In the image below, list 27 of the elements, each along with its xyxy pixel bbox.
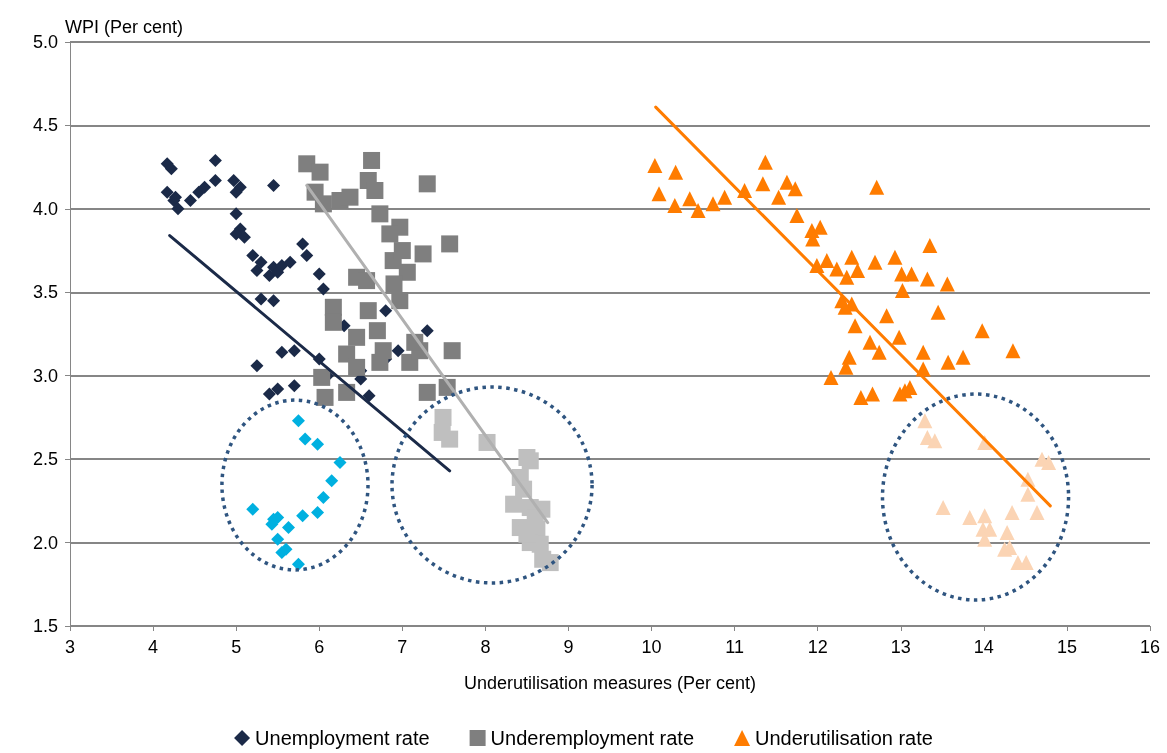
x-tick-label: 11 [725,637,744,657]
y-tick-label: 3.5 [32,282,58,303]
x-tick-label: 13 [890,637,911,657]
x-tick-label: 14 [973,637,994,657]
y-tick-label: 4.5 [32,115,58,136]
x-tick-label: 5 [231,637,242,657]
y-axis-title: WPI (Per cent) [65,17,184,37]
x-tick-label: 12 [807,637,828,657]
x-tick-label: 4 [148,637,159,657]
x-tick-label: 8 [480,637,491,657]
y-tick-label: 2.5 [32,449,58,470]
x-tick-label: 16 [1139,637,1161,657]
x-axis-title: Underutilisation measures (Per cent) [463,673,757,693]
legend-label: Underutilisation rate [755,727,933,749]
y-tick-label: 4.0 [32,198,58,219]
y-tick-label: 1.5 [32,616,58,636]
y-tick-label: 2.0 [32,532,58,553]
x-tick-label: 15 [1056,637,1077,657]
y-tick-label: 3.0 [32,365,58,386]
legend-label: Underemployment rate [490,727,695,749]
x-tick-label: 9 [563,637,574,657]
x-tick-label: 10 [641,637,662,657]
x-tick-label: 3 [64,637,76,657]
legend-label: Unemployment rate [255,727,430,749]
y-tick-label: 5.0 [32,32,58,52]
x-tick-label: 6 [314,637,325,657]
x-tick-label: 7 [397,637,408,657]
